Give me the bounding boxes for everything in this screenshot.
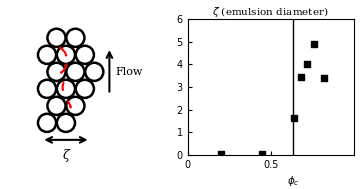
Text: $\phi_c$: $\phi_c$ — [287, 174, 300, 188]
Point — [311, 42, 317, 45]
FancyArrowPatch shape — [68, 101, 71, 107]
Point — [260, 152, 265, 155]
FancyArrowPatch shape — [62, 83, 64, 90]
Point — [321, 76, 327, 79]
Title: $\zeta$ (emulsion diameter): $\zeta$ (emulsion diameter) — [213, 5, 329, 19]
Point — [291, 116, 297, 119]
FancyArrowPatch shape — [61, 64, 66, 73]
FancyArrowPatch shape — [60, 48, 66, 55]
Text: ζ: ζ — [62, 149, 69, 162]
Point — [298, 75, 304, 78]
Point — [218, 152, 224, 155]
Point — [304, 63, 310, 66]
Text: Flow: Flow — [115, 67, 143, 77]
